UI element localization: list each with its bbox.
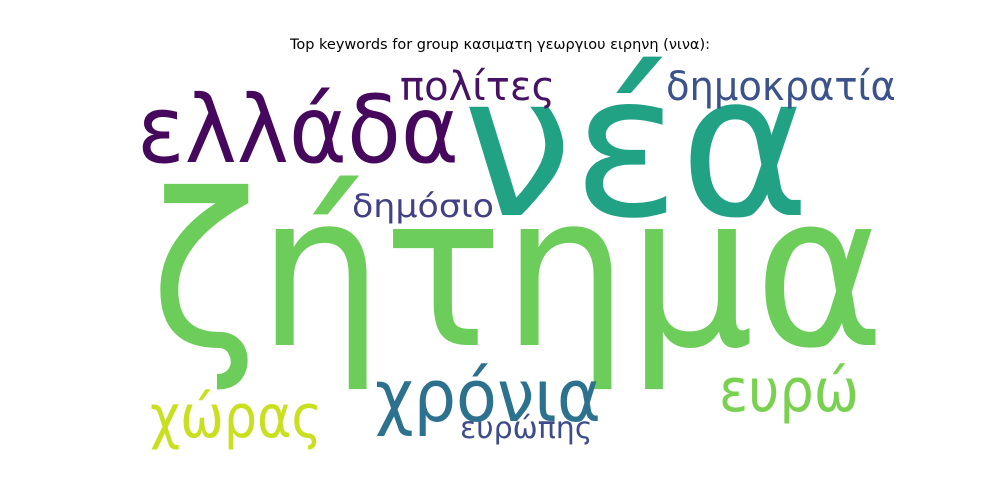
word-3: ελλάδα: [137, 75, 459, 184]
word-2: νέα: [462, 31, 810, 262]
word-4: χρόνια: [375, 356, 601, 439]
word-8: πολίτες: [400, 64, 555, 110]
word-5: ευρώ: [719, 356, 859, 425]
chart-title: Top keywords for group κασιματη γεωργιου…: [289, 37, 711, 53]
word-10: ευρώπης: [460, 411, 592, 446]
word-1: ζήτημα: [150, 150, 885, 396]
word-6: χώρας: [150, 383, 322, 452]
word-9: δημόσιο: [352, 187, 494, 224]
word-7: δημοκρατία: [666, 64, 896, 110]
